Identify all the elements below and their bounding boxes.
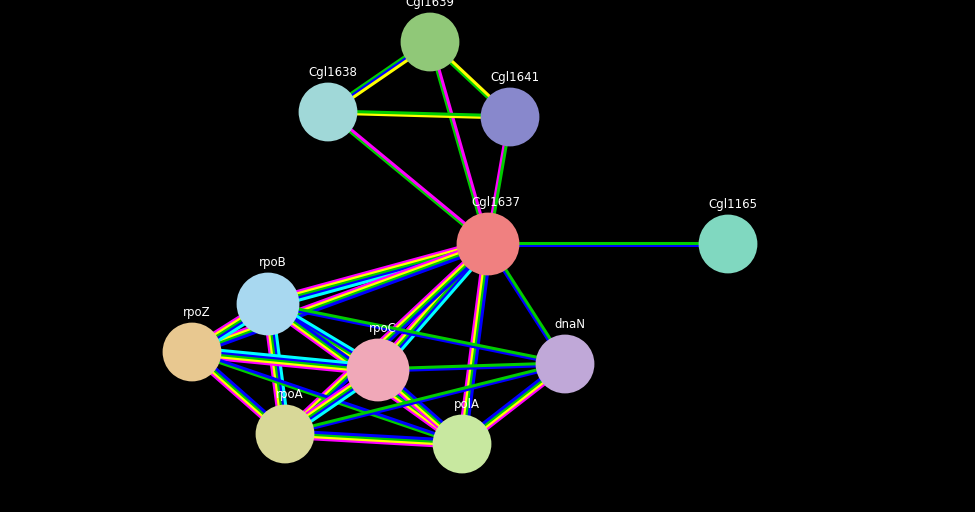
Text: polA: polA	[454, 398, 480, 411]
Circle shape	[238, 274, 298, 334]
Text: rpoC: rpoC	[370, 322, 397, 335]
Circle shape	[402, 14, 458, 70]
Circle shape	[700, 216, 756, 272]
Text: Cgl1165: Cgl1165	[709, 198, 758, 211]
Circle shape	[482, 89, 538, 145]
Circle shape	[348, 340, 408, 400]
Text: Cgl1639: Cgl1639	[406, 0, 454, 9]
Text: dnaN: dnaN	[555, 318, 586, 331]
Text: rpoZ: rpoZ	[183, 306, 211, 319]
Text: Cgl1637: Cgl1637	[472, 196, 521, 209]
Circle shape	[458, 214, 518, 274]
Circle shape	[537, 336, 593, 392]
Circle shape	[257, 406, 313, 462]
Text: Cgl1638: Cgl1638	[308, 66, 358, 79]
Circle shape	[434, 416, 490, 472]
Text: rpoB: rpoB	[259, 256, 287, 269]
Circle shape	[164, 324, 220, 380]
Text: Cgl1641: Cgl1641	[490, 71, 539, 84]
Circle shape	[300, 84, 356, 140]
Text: rpoA: rpoA	[276, 388, 304, 401]
